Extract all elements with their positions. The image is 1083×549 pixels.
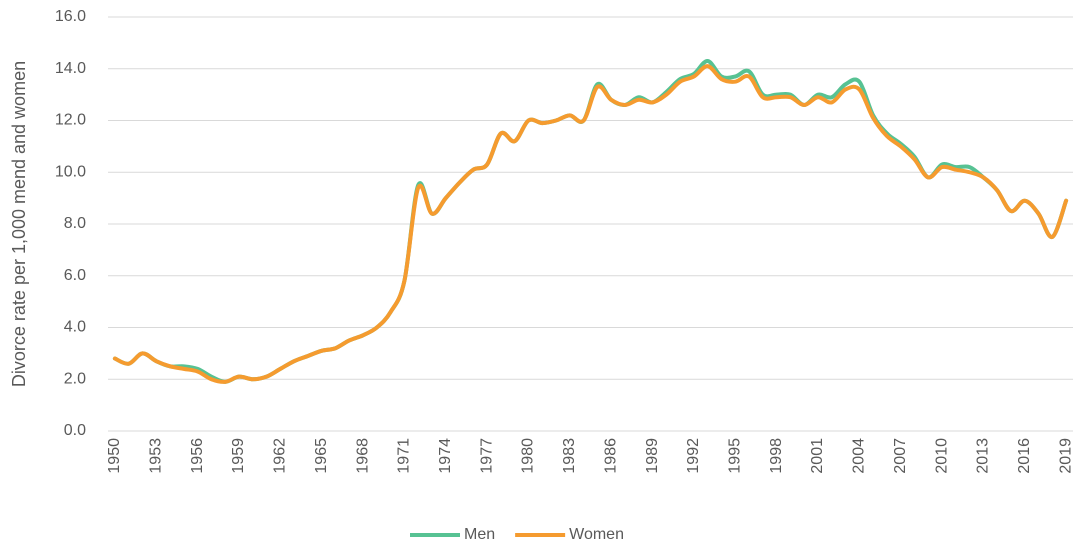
x-tick-label: 2004	[851, 438, 868, 474]
legend-label: Women	[569, 526, 624, 543]
y-tick-label: 10.0	[55, 163, 86, 180]
x-tick-label: 2013	[975, 438, 992, 474]
x-tick-label: 2016	[1016, 438, 1033, 474]
line-series	[112, 64, 1069, 384]
x-tick-label: 2001	[809, 438, 826, 474]
x-tick-label: 1974	[437, 438, 454, 474]
x-tick-label: 1962	[272, 438, 289, 474]
y-tick-label: 2.0	[64, 370, 86, 387]
x-tick-label: 1956	[189, 438, 206, 474]
y-tick-label: 6.0	[64, 267, 86, 284]
x-tick-label: 1995	[726, 438, 743, 474]
y-tick-label: 14.0	[55, 60, 86, 77]
y-tick-label: 4.0	[64, 319, 86, 336]
x-tick-label: 1998	[768, 438, 785, 474]
x-tick-label: 1977	[478, 438, 495, 474]
x-tick-label: 1986	[602, 438, 619, 474]
x-tick-label: 1980	[520, 438, 537, 474]
x-tick-label: 1983	[561, 438, 578, 474]
x-tick-label: 1959	[230, 438, 247, 474]
x-tick-label: 2019	[1057, 438, 1074, 474]
y-tick-label: 16.0	[55, 8, 86, 25]
x-tick-label: 2007	[892, 438, 909, 474]
x-tick-label: 2010	[933, 438, 950, 474]
y-tick-label: 12.0	[55, 112, 86, 129]
x-tick-label: 1992	[685, 438, 702, 474]
x-tick-label: 1971	[396, 438, 413, 474]
y-axis-label: Divorce rate per 1,000 mend and women	[9, 61, 29, 387]
x-tick-label: 1950	[106, 438, 123, 474]
x-tick-label: 1953	[147, 438, 164, 474]
y-tick-label: 8.0	[64, 215, 86, 232]
legend-label: Men	[464, 526, 495, 543]
x-tick-label: 1989	[644, 438, 661, 474]
x-tick-label: 1965	[313, 438, 330, 474]
x-tick-label: 1968	[354, 438, 371, 474]
y-tick-label: 0.0	[64, 422, 86, 439]
